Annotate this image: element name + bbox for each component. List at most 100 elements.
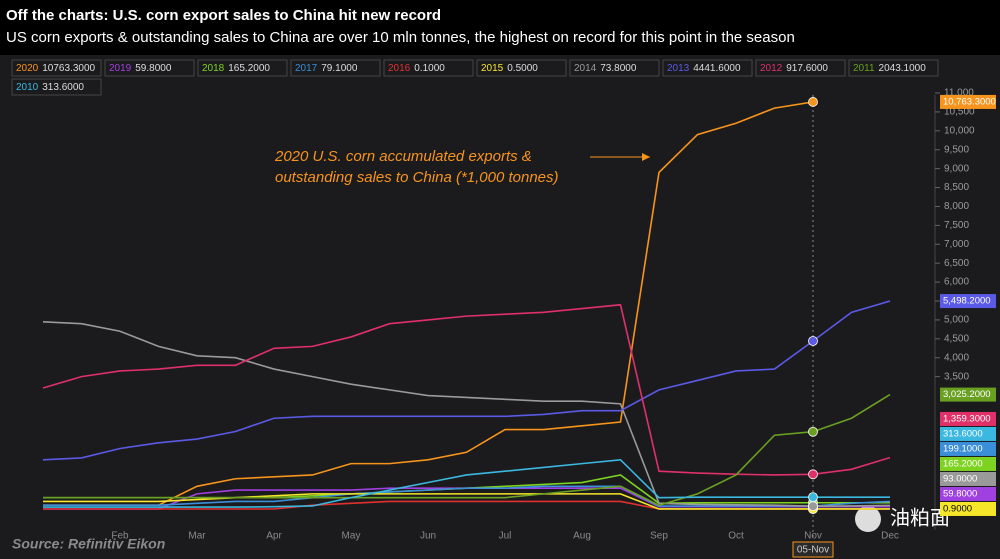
y-tick-label: 7,000 [944, 239, 969, 250]
legend-entry: 2020 10763.3000 [16, 63, 96, 74]
end-badge-label: 5,498.2000 [943, 296, 991, 307]
legend-box [290, 59, 381, 77]
end-badge-label: 10,763.3000 [943, 96, 996, 107]
y-tick-label: 5,000 [944, 315, 969, 326]
legend-box [662, 59, 753, 77]
end-badge-label: 59.8000 [943, 488, 977, 499]
series-line [43, 101, 814, 507]
end-badge [940, 501, 996, 516]
y-tick-label: 9,000 [944, 163, 969, 174]
legend-value: 59.8000 [135, 63, 172, 74]
end-badge-label: 0.9000 [943, 503, 972, 514]
series-line [43, 459, 890, 508]
legend-box [848, 59, 939, 77]
y-tick-label: 6,000 [944, 277, 969, 288]
end-badge [940, 441, 996, 456]
end-badge-label: 3,025.2000 [943, 389, 991, 400]
annotation-arrowhead [642, 153, 650, 161]
x-tick-label: Jul [499, 531, 512, 542]
end-badge-label: 1,359.3000 [943, 413, 991, 424]
end-badge-label: 199.1000 [943, 443, 983, 454]
legend-entry: 2015 0.5000 [481, 63, 538, 74]
watermark: 油粕面 [890, 506, 950, 529]
x-tick-label: Mar [188, 531, 206, 542]
x-tick-label: Sep [650, 531, 668, 542]
series-line [43, 485, 891, 507]
legend-box [11, 59, 102, 77]
legend-box [197, 59, 288, 77]
x-tick-label: May [342, 531, 361, 542]
legend-name: 2017 [295, 63, 318, 74]
legend-name: 2016 [388, 63, 411, 74]
legend-entry: 2018 165.2000 [202, 63, 270, 74]
legend-name: 2019 [109, 63, 132, 74]
legend-value: 4441.6000 [693, 63, 741, 74]
end-badge [940, 387, 996, 402]
x-tick-label: Dec [881, 531, 899, 542]
series-line [42, 300, 891, 461]
y-tick-label: 10,500 [944, 107, 975, 118]
series-line [42, 321, 891, 508]
series-line [43, 393, 891, 507]
end-badge [940, 411, 996, 426]
watermark-icon [855, 506, 881, 532]
legend-name: 2012 [760, 63, 783, 74]
cursor-dot [808, 469, 818, 480]
end-badge-label: 93.0000 [943, 473, 977, 484]
cursor-box [792, 541, 834, 558]
legend-value: 2043.1000 [879, 63, 927, 74]
y-tick-label: 7,500 [944, 220, 969, 231]
legend-entry: 2014 73.8000 [574, 63, 637, 74]
legend-value: 10763.3000 [42, 63, 95, 74]
legend-box [476, 59, 567, 77]
end-badge [940, 456, 996, 471]
legend-entry: 2017 79.1000 [295, 63, 358, 74]
y-tick-label: 4,000 [944, 352, 969, 363]
legend-value: 79.1000 [321, 63, 358, 74]
x-tick-label: Apr [266, 531, 282, 542]
legend-box [569, 59, 660, 77]
cursor-dot [808, 426, 818, 437]
cursor-dot [808, 501, 818, 512]
y-tick-label: 10,000 [944, 125, 975, 136]
x-tick-label: Aug [573, 531, 591, 542]
cursor-label: 05-Nov [797, 545, 829, 556]
legend-entry: 2016 0.1000 [388, 63, 445, 74]
legend-name: 2018 [202, 63, 225, 74]
legend-name: 2015 [481, 63, 504, 74]
chart-title: Off the charts: U.S. corn export sales t… [6, 7, 441, 24]
y-tick-label: 3,500 [944, 371, 969, 382]
legend-value: 0.1000 [414, 63, 445, 74]
legend-name: 2020 [16, 63, 39, 74]
legend-value: 917.6000 [786, 63, 828, 74]
legend-name: 2014 [574, 63, 597, 74]
cursor-dot [808, 97, 818, 107]
y-tick-label: 9,500 [944, 144, 969, 155]
legend-box [383, 59, 474, 77]
legend-entry: 2011 2043.1000 [853, 63, 926, 74]
end-badge [940, 471, 996, 486]
series-line [42, 303, 891, 476]
legend-box [104, 59, 195, 77]
chart-subtitle: US corn exports & outstanding sales to C… [6, 29, 795, 46]
source: Source: Refinitiv Eikon [12, 536, 165, 552]
end-badge [940, 94, 996, 109]
legend-entry: 2019 59.8000 [109, 63, 172, 74]
annotation: outstanding sales to China (*1,000 tonne… [275, 169, 559, 186]
y-tick-label: 8,500 [944, 182, 969, 193]
series-line [43, 493, 891, 510]
x-tick-label: Feb [111, 531, 129, 542]
end-badge [940, 426, 996, 441]
legend-value: 0.5000 [507, 63, 538, 74]
y-tick-label: 4,500 [944, 333, 969, 344]
legend-box [755, 59, 846, 77]
y-tick-label: 6,500 [944, 258, 969, 269]
x-tick-label: Oct [728, 531, 744, 542]
end-badge-label: 313.6000 [943, 428, 983, 439]
cursor-dot [808, 336, 818, 346]
end-badge-label: 165.2000 [943, 458, 983, 469]
end-badge [940, 294, 996, 309]
x-tick-label: Jun [420, 531, 436, 542]
y-tick-label: 11,000 [944, 88, 974, 99]
